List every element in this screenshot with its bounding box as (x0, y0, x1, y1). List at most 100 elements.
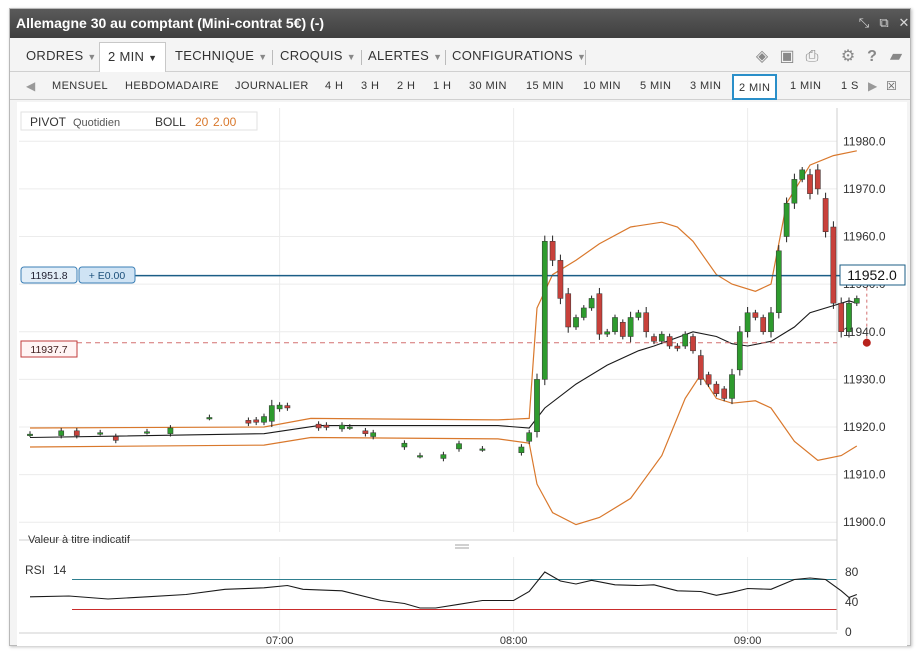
caret-down-icon: ▼ (576, 52, 587, 62)
y-tick-label: 11940.0 (843, 325, 886, 339)
x-tick-label: 07:00 (266, 635, 294, 646)
tf-1s[interactable]: 1 S (841, 80, 859, 92)
tf-mensuel[interactable]: MENSUEL (52, 80, 108, 92)
caret-down-icon: ▼ (433, 52, 443, 62)
rsi-tick-label: 40 (845, 595, 859, 609)
candle-body (245, 420, 252, 424)
tf-30min[interactable]: 30 MIN (469, 80, 507, 92)
candle-body (518, 446, 525, 453)
menu-label: CONFIGURATIONS (452, 48, 573, 63)
order-marker (862, 338, 871, 347)
candle-body (261, 416, 267, 423)
candle-body (814, 169, 821, 190)
candle-body (526, 432, 533, 442)
bollinger-middle-line (29, 300, 857, 439)
candle-body (807, 174, 813, 194)
candle-body (588, 298, 595, 309)
tf-5min[interactable]: 5 MIN (640, 80, 672, 92)
tf-hebdomadaire[interactable]: HEBDOMADAIRE (125, 80, 220, 92)
candle-body (541, 241, 548, 380)
candle-body (690, 336, 696, 352)
caret-down-icon: ▼ (346, 52, 356, 62)
menu-label: ORDRES (26, 48, 84, 63)
menu-alertes[interactable]: ALERTES ▼ (368, 48, 442, 63)
indicative-note: Valeur à titre indicatif (28, 534, 131, 546)
order-tag[interactable]: 11937.7 (20, 340, 78, 358)
chat-icon[interactable]: ▰ (889, 48, 903, 65)
menu-label: CROQUIS (280, 48, 343, 63)
gear-icon[interactable]: ⚙ (840, 48, 856, 65)
candle-body (604, 331, 611, 335)
pane-handle-icon[interactable] (455, 544, 469, 549)
caret-down-icon: ▼ (148, 53, 158, 63)
tf-2min[interactable]: 2 MIN (732, 74, 778, 100)
boll-period: 20 (195, 115, 209, 129)
image-icon[interactable]: ▣ (779, 48, 795, 65)
candle-body (206, 417, 213, 420)
candles (27, 164, 860, 462)
close-icon[interactable]: ☒ (886, 79, 897, 93)
candle-body (284, 405, 291, 409)
candle-body (112, 436, 119, 441)
scroll-right-icon[interactable]: ▶ (868, 79, 878, 93)
popout-icon[interactable]: ⧉ (879, 15, 889, 30)
price-chart[interactable]: 11980.011970.011960.011950.011940.011930… (17, 102, 907, 647)
menu-configurations[interactable]: CONFIGURATIONS ▼ (452, 48, 586, 63)
candle-body (612, 317, 618, 333)
tf-4h[interactable]: 4 H (325, 80, 344, 92)
pivot-label: PIVOT (30, 115, 67, 129)
position-tag[interactable]: 11951.8 + E0.00 (20, 266, 136, 284)
candle-body (73, 430, 80, 436)
print-icon[interactable]: ⎙ (805, 48, 819, 65)
candle-body (144, 431, 150, 434)
candle-body (736, 331, 743, 371)
fit-icon[interactable]: ⤡ (858, 15, 870, 30)
tf-10min[interactable]: 10 MIN (583, 80, 621, 92)
candle-body (97, 432, 104, 435)
chart-background (17, 102, 907, 646)
menu-technique[interactable]: TECHNIQUE ▼ (175, 48, 267, 63)
scroll-left-icon[interactable]: ◀ (26, 79, 36, 93)
menu-separator (361, 50, 362, 65)
tf-3min[interactable]: 3 MIN (690, 80, 722, 92)
menu-croquis[interactable]: CROQUIS ▼ (280, 48, 356, 63)
tf-3h[interactable]: 3 H (361, 80, 380, 92)
tf-2h[interactable]: 2 H (397, 80, 416, 92)
menu-label: ALERTES (368, 48, 430, 63)
x-tick-label: 09:00 (734, 635, 762, 646)
tf-1h[interactable]: 1 H (433, 80, 452, 92)
candle-body (830, 226, 837, 304)
help-icon[interactable]: ? (867, 48, 877, 65)
rsi-tick-label: 0 (845, 625, 852, 639)
chart-area[interactable]: 11980.011970.011960.011950.011940.011930… (17, 102, 907, 647)
tf-journalier[interactable]: JOURNALIER (235, 80, 309, 92)
layers-icon[interactable]: ◈ (755, 48, 769, 65)
caret-down-icon: ▼ (258, 52, 268, 62)
position-price: 11951.8 (30, 270, 67, 282)
candle-body (666, 336, 673, 347)
menu-interval[interactable]: 2 MIN ▼ (99, 42, 167, 73)
indicator-legend[interactable]: PIVOT Quotidien BOLL 20 2.00 (20, 111, 258, 131)
menu-label: TECHNIQUE (175, 48, 255, 63)
tf-1min[interactable]: 1 MIN (790, 80, 822, 92)
candle-body (549, 241, 556, 261)
bollinger-bands (29, 150, 858, 526)
bollinger-upper-line (29, 150, 857, 429)
candle-body (401, 442, 408, 448)
candle-body (853, 298, 860, 304)
candle-body (791, 179, 798, 204)
menu-separator (445, 50, 446, 65)
candle-body (167, 427, 174, 434)
y-tick-label: 11980.0 (843, 134, 886, 148)
close-icon[interactable]: ✕ (898, 15, 910, 30)
candle-body (276, 404, 283, 410)
menu-ordres[interactable]: ORDRES ▼ (26, 48, 97, 63)
tf-15min[interactable]: 15 MIN (526, 80, 564, 92)
position-pnl: + E0.00 (89, 270, 126, 282)
candle-body (456, 443, 462, 450)
order-price: 11937.7 (30, 344, 67, 356)
bollinger-lower-line (29, 373, 858, 526)
candle-body (565, 293, 572, 328)
candle-body (682, 333, 689, 347)
window-title: Allemagne 30 au comptant (Mini-contrat 5… (16, 15, 325, 31)
